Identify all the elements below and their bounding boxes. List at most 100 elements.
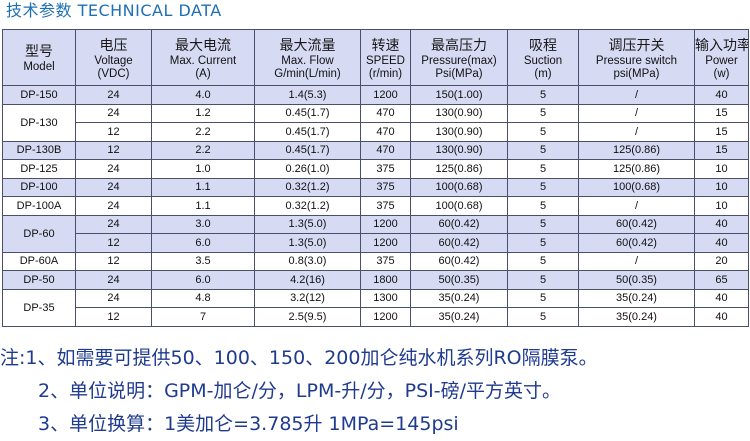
table-cell: 1.2 xyxy=(151,103,255,123)
column-header-en: Voltage xyxy=(94,54,133,67)
column-header-en: SPEED xyxy=(366,54,405,67)
table-cell: 1200 xyxy=(360,214,411,234)
table-row: 12 6.0 1.3(5.0) 1200 60(0.42) 5 60(0.42) 40 xyxy=(3,233,749,253)
column-header-en: Pressure switch xyxy=(595,54,678,67)
table-cell: 10 xyxy=(694,196,749,216)
column-header-cn: 输入功率 xyxy=(695,37,749,54)
table-cell: 100(0.68) xyxy=(410,196,508,216)
table-cell: 24 xyxy=(75,270,152,290)
column-header: 调压开关 Pressure switch psi(MPa) xyxy=(578,29,695,86)
table-cell: 1.4(5.3) xyxy=(254,85,361,105)
model-cell: DP-100A xyxy=(2,196,76,216)
column-header-cn: 调压开关 xyxy=(608,37,665,54)
table-cell: 0.26(1.0) xyxy=(254,159,361,179)
model-cell: DP-150 xyxy=(2,85,76,105)
column-header: 电压 Voltage (VDC) xyxy=(75,29,152,86)
table-cell: 60(0.42) xyxy=(410,214,508,234)
table-cell: 375 xyxy=(360,251,411,271)
column-header-cn: 吸程 xyxy=(529,37,557,54)
table-cell: 0.45(1.7) xyxy=(254,103,361,123)
table-cell: 6.0 xyxy=(151,233,255,253)
table-cell: 5 xyxy=(507,307,579,327)
table-cell: 470 xyxy=(360,122,411,142)
column-header: 吸程 Suction (m) xyxy=(507,29,579,86)
table-cell: 40 xyxy=(694,233,749,253)
table-cell: / xyxy=(578,251,695,271)
table-cell: 35(0.24) xyxy=(578,307,695,327)
table-cell: 60(0.42) xyxy=(578,233,695,253)
table-cell: 130(0.90) xyxy=(410,103,508,123)
column-header-en: Pressure(max) xyxy=(421,54,497,67)
table-cell: 24 xyxy=(75,196,152,216)
table-cell: 5 xyxy=(507,214,579,234)
table-cell: 24 xyxy=(75,85,152,105)
table-cell: 7 xyxy=(151,307,255,327)
table-cell: 5 xyxy=(507,85,579,105)
column-header: 最大电流 Max. Current (A) xyxy=(151,29,255,86)
table-cell: 5 xyxy=(507,122,579,142)
table-cell: 50(0.35) xyxy=(578,270,695,290)
table-cell: 20 xyxy=(694,251,749,271)
technical-data-table: 型号 Model 电压 Voltage (VDC) 最大电流 Max. Current (A)… xyxy=(2,29,749,327)
column-header-en: Max. Flow xyxy=(281,54,334,67)
table-cell: 24 xyxy=(75,177,152,197)
table-row: DP-130B 12 2.2 0.45(1.7) 470 130(0.90) 5 125(0.… xyxy=(2,140,749,160)
table-cell: 24 xyxy=(75,159,152,179)
table-cell: 470 xyxy=(360,140,411,160)
note-2: 2、单位说明：GPM-加仑/分，LPM-升/分，PSI-磅/平方英寸。 xyxy=(38,380,561,402)
table-cell: 60(0.42) xyxy=(410,251,508,271)
table-cell: 470 xyxy=(360,103,411,123)
column-header-en: Model xyxy=(23,61,55,73)
table-cell: 5 xyxy=(507,159,579,179)
table-cell: 2.2 xyxy=(151,122,255,142)
table-cell: 15 xyxy=(694,140,749,160)
table-cell: / xyxy=(578,122,695,142)
table-cell: 2.5(9.5) xyxy=(254,307,361,327)
table-cell: 1200 xyxy=(360,307,411,327)
table-cell: 375 xyxy=(360,196,411,216)
model-cell: DP-50 xyxy=(2,270,76,290)
column-header-en: Suction xyxy=(523,54,563,67)
table-cell: 5 xyxy=(507,251,579,271)
column-header-cn: 最高压力 xyxy=(431,37,487,54)
model-cell: DP-60 xyxy=(2,214,76,253)
table-cell: 6.0 xyxy=(151,270,255,290)
column-header: 输入功率 Power (w) xyxy=(694,29,749,86)
table-cell: 100(0.68) xyxy=(578,177,695,197)
table-body: DP-150 24 4.0 1.4(5.3) 1200 150(1.00) 5/40 DP-1… xyxy=(2,85,749,327)
table-cell: 5 xyxy=(507,270,579,290)
table-cell: 130(0.90) xyxy=(410,140,508,160)
table-row: 12 7 2.5(9.5) 1200 35(0.24) 5 35(0.24) 40 xyxy=(3,307,749,327)
table-row: DP-35 24 4.8 3.2(12) 1300 35(0.24) 5 35(0.24) 40 xyxy=(2,288,749,327)
table-cell: 0.32(1.2) xyxy=(254,177,361,197)
table-cell: 35(0.24) xyxy=(410,307,508,327)
table-cell: 375 xyxy=(360,177,411,197)
table-cell: 1.3(5.0) xyxy=(254,233,361,253)
table-cell: 5 xyxy=(507,196,579,216)
table-cell: 1.0 xyxy=(151,159,255,179)
column-header-cn: 型号 xyxy=(25,44,53,60)
table-cell: 0.32(1.2) xyxy=(254,196,361,216)
note-1: 注:1、如需要可提供50、100、150、200加仑纯水机系列RO隔膜泵。 xyxy=(0,347,598,369)
table-cell: 5 xyxy=(507,177,579,197)
table-row: DP-60A 12 3.5 0.8(3.0) 375 60(0.42) 5/20 xyxy=(2,251,749,271)
note-3: 3、单位换算：1美加仑=3.785升 1MPa=145psi xyxy=(38,413,459,435)
table-cell: 1200 xyxy=(360,85,411,105)
table-cell: 4.0 xyxy=(151,85,255,105)
table-cell: 50(0.35) xyxy=(410,270,508,290)
model-cell: DP-130 xyxy=(2,103,76,142)
table-row: DP-150 24 4.0 1.4(5.3) 1200 150(1.00) 5/40 xyxy=(2,85,749,105)
table-cell: 24 xyxy=(75,288,152,308)
column-header: 最高压力 Pressure(max) Psi(MPa) xyxy=(410,29,508,86)
model-cell: DP-35 xyxy=(2,288,76,327)
table-cell: 5 xyxy=(507,140,579,160)
table-cell: 65 xyxy=(694,270,749,290)
table-cell: 4.2(16) xyxy=(254,270,361,290)
table-cell: 1.1 xyxy=(151,196,255,216)
column-header-unit: (VDC) xyxy=(97,67,130,80)
table-cell: 12 xyxy=(75,307,152,327)
table-cell: 12 xyxy=(75,122,152,142)
table-cell: 24 xyxy=(75,214,152,234)
table-cell: 40 xyxy=(694,307,749,327)
column-header-unit: G/min(L/min) xyxy=(274,67,341,80)
